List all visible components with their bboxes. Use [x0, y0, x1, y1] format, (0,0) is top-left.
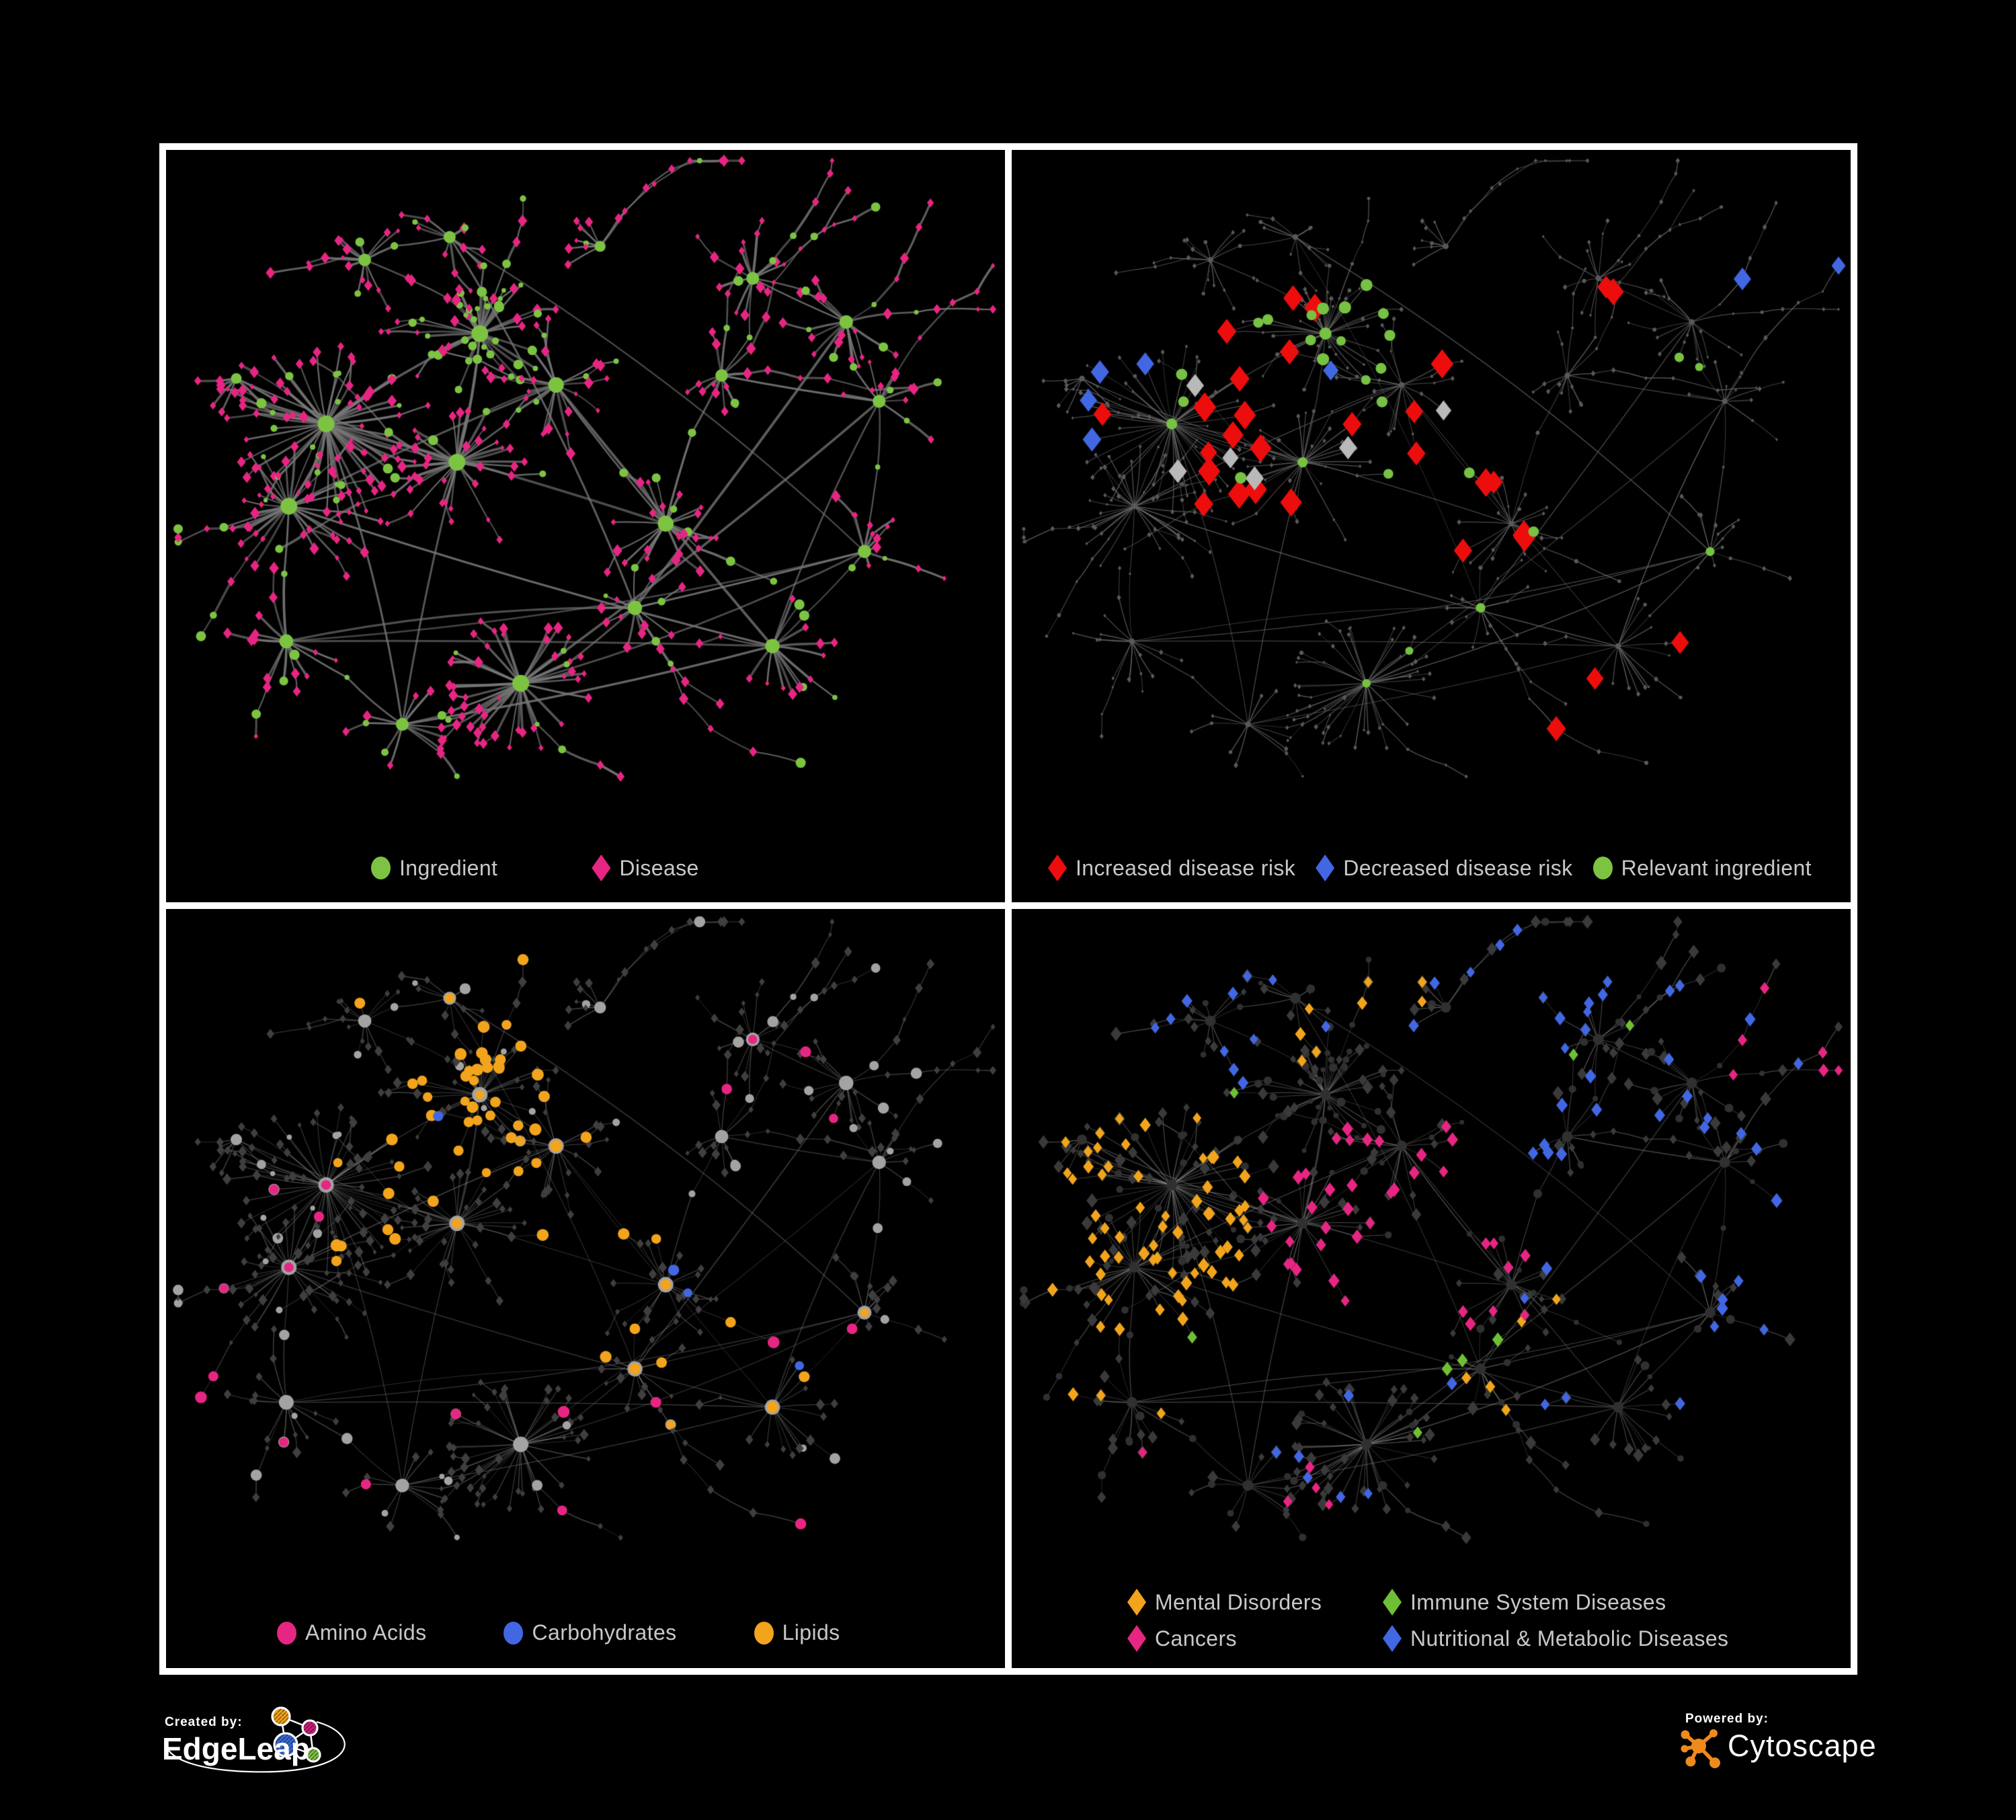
ingredient-swatch-icon — [371, 857, 391, 879]
legend-item-mental-disorders: Mental Disorders — [1127, 1589, 1383, 1616]
legend-label: Nutritional & Metabolic Diseases — [1410, 1626, 1729, 1651]
legend-label: Carbohydrates — [532, 1620, 677, 1645]
legend-nutrient-classes: Amino Acids Carbohydrates Lipids — [277, 1620, 840, 1645]
legend-item-relevant-ingredient: Relevant ingredient — [1592, 855, 1812, 881]
legend-label: Immune System Diseases — [1410, 1589, 1666, 1614]
legend-label: Amino Acids — [305, 1620, 427, 1645]
immune-system-swatch-icon — [1383, 1589, 1402, 1616]
decreased-risk-swatch-icon — [1316, 855, 1335, 881]
edgeleap-branding: Created by: EdgeLeap — [157, 1704, 412, 1788]
cytoscape-glyph-nodes — [1681, 1729, 1720, 1768]
legend-label: Lipids — [782, 1620, 840, 1645]
legend-label: Decreased disease risk — [1343, 855, 1573, 880]
legend-disease-classes: Mental Disorders Immune System Diseases … — [1127, 1589, 1728, 1652]
panel-divider-vertical — [1005, 143, 1012, 1675]
cytoscape-logo-icon: Powered by: Cytoscape — [1681, 1712, 1877, 1768]
edgeleap-brand-text: EdgeLeap — [162, 1731, 310, 1766]
cancers-swatch-icon — [1127, 1625, 1146, 1652]
legend-label: Increased disease risk — [1076, 855, 1296, 880]
legend-item-ingredient: Ingredient — [371, 856, 497, 881]
legend-item-amino-acids: Amino Acids — [277, 1620, 426, 1645]
legend-ingredient-disease: Ingredient Disease — [371, 855, 699, 881]
relevant-ingredient-swatch-icon — [1592, 857, 1613, 879]
legend-label: Ingredient — [399, 855, 498, 880]
legend-item-lipids: Lipids — [754, 1620, 840, 1645]
cytoscape-brand-text: Cytoscape — [1728, 1729, 1877, 1763]
mental-disorders-swatch-icon — [1127, 1589, 1146, 1616]
legend-label: Disease — [619, 855, 699, 880]
nutritional-metabolic-swatch-icon — [1383, 1625, 1402, 1652]
panel-nutrient-classes: Amino Acids Carbohydrates Lipids — [166, 911, 1005, 1665]
legend-item-immune-system-diseases: Immune System Diseases — [1383, 1589, 1728, 1616]
legend-label: Mental Disorders — [1155, 1589, 1322, 1614]
legend-label: Relevant ingredient — [1621, 855, 1812, 880]
powered-by-label: Powered by: — [1685, 1712, 1769, 1726]
cytoscape-branding: Powered by: Cytoscape — [1674, 1706, 1882, 1774]
disease-swatch-icon — [592, 855, 611, 881]
legend-item-decreased-risk: Decreased disease risk — [1316, 855, 1572, 881]
disease-risk-network-canvas — [1012, 150, 1851, 904]
lipids-swatch-icon — [754, 1621, 774, 1645]
panel-disease-classes: Mental Disorders Immune System Diseases … — [1012, 911, 1851, 1665]
legend-item-carbohydrates: Carbohydrates — [503, 1620, 676, 1645]
panel-disease-risk: Increased disease risk Decreased disease… — [1012, 150, 1851, 904]
panel-ingredient-disease: Ingredient Disease — [166, 150, 1005, 904]
disease-class-network-canvas — [1012, 911, 1851, 1665]
edgeleap-glyph-nodes — [271, 1706, 321, 1763]
increased-risk-swatch-icon — [1048, 855, 1067, 881]
carbohydrates-swatch-icon — [503, 1621, 524, 1645]
nutrient-class-network-canvas — [166, 911, 1005, 1665]
amino-acids-swatch-icon — [277, 1621, 296, 1645]
legend-item-nutritional-metabolic: Nutritional & Metabolic Diseases — [1383, 1625, 1728, 1652]
ingredient-disease-network-canvas — [166, 150, 1005, 904]
legend-item-cancers: Cancers — [1127, 1625, 1383, 1652]
edgeleap-logo-icon: Created by: EdgeLeap — [162, 1706, 346, 1773]
legend-item-disease: Disease — [592, 855, 698, 881]
created-by-label: Created by: — [165, 1715, 243, 1729]
edgeleap-swoosh — [165, 1720, 346, 1773]
legend-item-increased-risk: Increased disease risk — [1048, 855, 1295, 881]
legend-disease-risk: Increased disease risk Decreased disease… — [1048, 855, 1812, 881]
panel-divider-horizontal — [159, 902, 1857, 909]
legend-label: Cancers — [1155, 1626, 1237, 1651]
